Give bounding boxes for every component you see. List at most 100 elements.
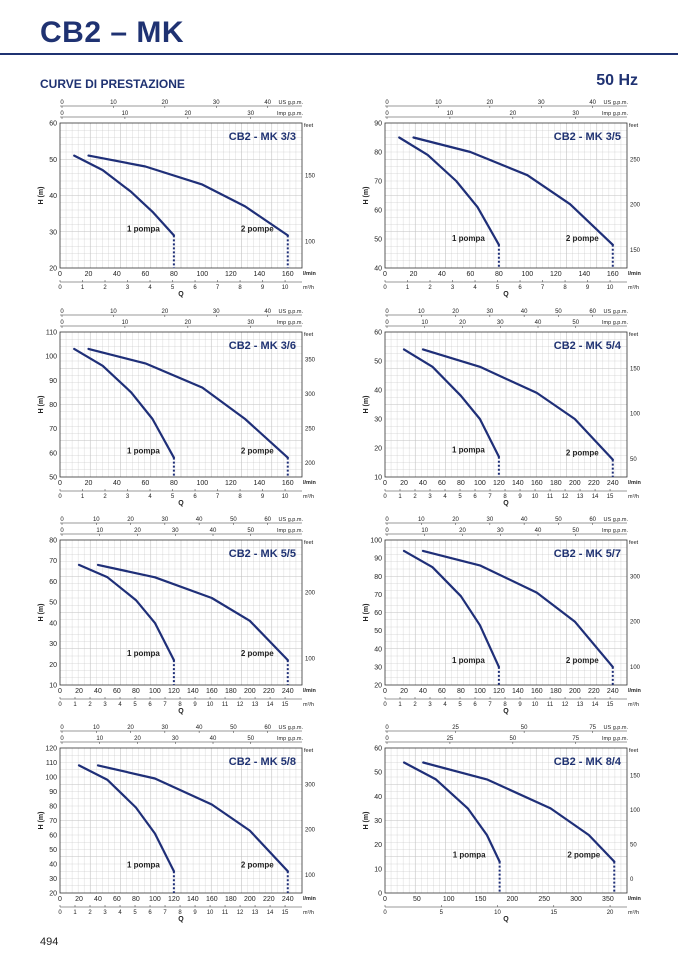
y-tick-label: 60: [374, 330, 382, 337]
us-unit-label: US g.p.m.: [604, 100, 629, 106]
x-tick-label: 200: [244, 896, 256, 903]
x-tick-label: 240: [607, 480, 619, 487]
x-tick-label: 240: [282, 896, 294, 903]
m3h-tick-label: 5: [440, 910, 444, 916]
x-tick-label: 40: [419, 480, 427, 487]
us-tick-label: 0: [385, 309, 389, 315]
us-tick-label: 60: [589, 309, 596, 315]
feet-tick-label: 250: [630, 157, 641, 163]
x-tick-label: 80: [495, 271, 503, 278]
x-axis-label: Q: [178, 291, 184, 298]
m3h-tick-label: 13: [252, 910, 259, 916]
x-tick-label: 100: [474, 688, 486, 695]
x-tick-label: 240: [282, 688, 294, 695]
us-tick-label: 20: [487, 100, 494, 106]
x-tick-label: 80: [132, 688, 140, 695]
y-tick-label: 40: [49, 862, 57, 869]
series-label: 1 pompa: [127, 649, 160, 658]
feet-tick-label: 150: [630, 366, 641, 372]
chart-title: CB2 - MK 5/5: [229, 548, 296, 560]
m3h-tick-label: 14: [592, 494, 599, 500]
us-tick-label: 30: [213, 309, 220, 315]
x-tick-label: 150: [475, 896, 487, 903]
m3h-tick-label: 0: [58, 910, 62, 916]
x-tick-label: 140: [512, 480, 524, 487]
x-tick-label: 20: [400, 480, 408, 487]
x-tick-label: 60: [467, 271, 475, 278]
y-tick-label: 100: [45, 775, 57, 782]
x-tick-label: 100: [149, 688, 161, 695]
imp-tick-label: 30: [497, 320, 504, 326]
us-tick-label: 20: [452, 309, 459, 315]
m3h-tick-label: 7: [541, 285, 545, 291]
imp-tick-label: 30: [247, 111, 254, 117]
curve-single-pump: [402, 348, 500, 458]
x-tick-label: 100: [443, 896, 455, 903]
y-tick-label: 40: [49, 193, 57, 200]
x-tick-label: 20: [85, 480, 93, 487]
feet-unit-label: feet: [304, 748, 314, 754]
feet-unit-label: feet: [304, 123, 314, 129]
section-title: CURVE DI PRESTAZIONE: [40, 77, 185, 91]
us-tick-label: 40: [196, 517, 203, 523]
feet-tick-label: 150: [630, 774, 641, 780]
x-tick-label: 20: [85, 271, 93, 278]
m3h-tick-label: 10: [282, 494, 289, 500]
m3h-tick-label: 8: [178, 702, 182, 708]
plot-frame: [384, 122, 628, 269]
x-tick-label: 0: [58, 688, 62, 695]
y-tick-label: 90: [49, 378, 57, 385]
m3h-tick-label: 4: [473, 285, 477, 291]
imp-unit-label: Imp g.p.m.: [277, 736, 303, 742]
imp-tick-label: 10: [96, 736, 103, 742]
y-tick-label: 50: [374, 770, 382, 777]
y-tick-label: 50: [374, 359, 382, 366]
curve-two-pumps: [87, 347, 289, 459]
imp-tick-label: 30: [572, 111, 579, 117]
chart-title: CB2 - MK 8/4: [554, 756, 622, 768]
m3h-tick-label: 9: [518, 702, 522, 708]
feet-tick-label: 300: [630, 574, 641, 580]
x-unit-label: l/min: [628, 480, 641, 486]
y-tick-label: 60: [49, 833, 57, 840]
x-tick-label: 160: [531, 480, 543, 487]
y-tick-label: 90: [374, 121, 382, 128]
m3h-tick-label: 10: [282, 285, 289, 291]
m3h-tick-label: 10: [207, 702, 214, 708]
y-tick-label: 70: [49, 818, 57, 825]
feet-tick-label: 0: [630, 877, 634, 883]
y-tick-label: 20: [374, 842, 382, 849]
feet-unit-label: feet: [304, 332, 314, 338]
page-title: CB2 – MK: [40, 16, 185, 49]
imp-tick-label: 0: [385, 528, 389, 534]
x-unit-label: l/min: [628, 271, 641, 277]
plot-frame: [59, 539, 303, 686]
feet-tick-label: 200: [305, 461, 316, 467]
m3h-tick-label: 0: [383, 702, 387, 708]
us-tick-label: 50: [555, 517, 562, 523]
x-tick-label: 220: [263, 688, 275, 695]
y-tick-label: 50: [374, 628, 382, 635]
y-tick-label: 40: [374, 646, 382, 653]
m3h-tick-label: 3: [103, 702, 107, 708]
m3h-tick-label: 5: [133, 910, 137, 916]
x-tick-label: 60: [438, 688, 446, 695]
us-unit-label: US g.p.m.: [604, 309, 629, 315]
x-tick-label: 40: [94, 896, 102, 903]
series-label: 1 pompa: [452, 446, 485, 455]
x-tick-label: 50: [413, 896, 421, 903]
m3h-tick-label: 12: [562, 702, 569, 708]
m3h-tick-label: 7: [163, 910, 167, 916]
us-tick-label: 50: [230, 725, 237, 731]
x-tick-label: 160: [282, 271, 294, 278]
feet-tick-label: 100: [305, 240, 316, 246]
y-tick-label: 80: [49, 804, 57, 811]
y-tick-label: 0: [378, 891, 382, 898]
m3h-tick-label: 12: [237, 702, 244, 708]
y-tick-label: 20: [49, 891, 57, 898]
series-label: 2 pompe: [566, 656, 599, 665]
